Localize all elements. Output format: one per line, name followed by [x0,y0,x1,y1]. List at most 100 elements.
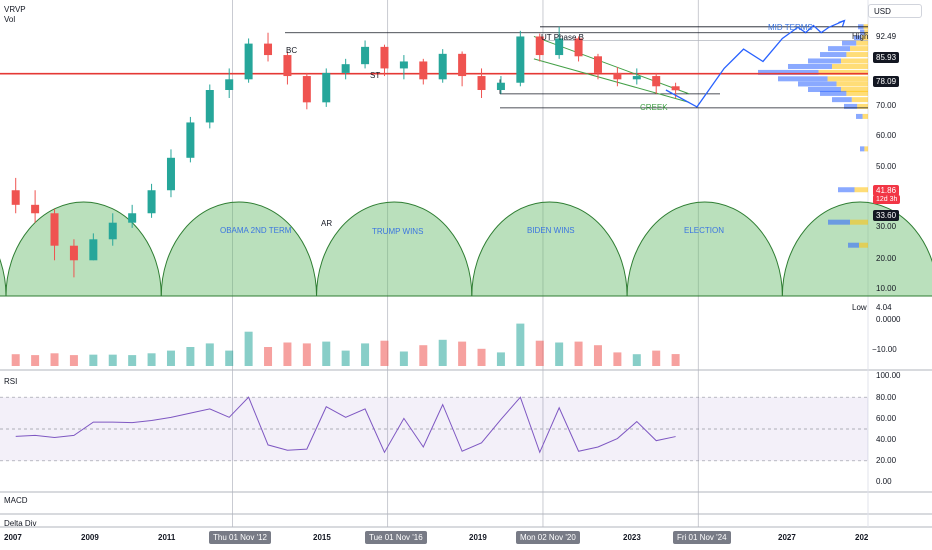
volume-profile-bar [808,58,841,64]
volume-bar [458,341,467,366]
volume-profile-bar [850,46,868,52]
volume-profile-bar [820,90,847,96]
candle-body [302,76,311,103]
price-tick: 20.00 [876,254,897,263]
volume-profile-bar [778,76,828,82]
volume-profile-bar [857,103,868,109]
candle-body [264,43,273,56]
time-tick-highlight: Tue 01 Nov '16 [365,531,427,544]
cycle-arc [0,258,7,297]
volume-bar [322,341,331,366]
rsi-tick: 0.00 [876,477,892,486]
indicator-rsi-label[interactable]: RSI [4,377,18,386]
volume-profile-bar [836,81,868,87]
annotation-mid-terms: MID TERMS [768,23,813,32]
candle-body [574,38,583,57]
rsi-line [15,396,676,454]
volume-bar [302,343,311,366]
volume-profile-bar [860,146,865,152]
rsi-tick: 100.00 [876,371,901,380]
volume-bar [652,350,661,366]
projection-path [665,19,845,108]
candle-body [477,76,486,91]
candle-body [283,55,292,77]
volume-bar [341,350,350,366]
low-price-tag: 4.04 [873,302,895,313]
annotation-biden-wins: BIDEN WINS [527,226,575,235]
volume-profile-bar [854,35,862,41]
volume-profile-bar [788,63,832,69]
resistance-78-tag: 78.09 [873,76,900,87]
annotation-election: ELECTION [684,226,725,235]
candle-body [89,239,98,261]
volume-bar [496,352,505,366]
candle-body [632,76,641,80]
creek-line-bottom [533,58,690,103]
volume-bar [147,353,156,366]
volume-bar [166,350,175,366]
candle-body [186,122,195,158]
time-tick-highlight: Fri 01 Nov '24 [673,531,731,544]
volume-bar [128,355,137,366]
rsi-tick: 60.00 [876,414,897,423]
volume-profile-bar [851,97,868,103]
volume-profile-bar [827,76,868,82]
cycle-arc [160,201,318,297]
annotation-creek: CREEK [640,103,668,112]
time-tick: 2011 [158,533,176,542]
volume-bar [593,345,602,366]
high-price-tag: 92.49 [873,31,900,42]
candle-body [438,53,447,80]
indicator-vol-label[interactable]: Vol [4,15,16,24]
volume-profile-bar [828,219,850,225]
indicator-delta-div-label[interactable]: Delta Div [4,519,37,528]
volume-bar [361,343,370,366]
volume-bar [31,355,40,366]
candle-body [205,90,214,123]
annotation-ut-phase-b: UT Phase B [541,33,584,42]
time-tick-highlight: Thu 01 Nov '12 [209,531,272,544]
volume-bar [574,341,583,366]
volume-profile-bar [818,69,868,75]
candle-body [555,38,564,56]
time-tick: 2019 [469,533,487,542]
cycle-arc [471,201,628,297]
volume-profile-bar [842,40,857,46]
indicator-macd-label[interactable]: MACD [4,496,28,505]
cycle-arc [781,201,932,297]
candle-body [11,190,20,205]
volume-profile-bar [841,58,868,64]
rsi-tick: 20.00 [876,456,897,465]
price-tick: 10.00 [876,284,897,293]
annotation-ar: AR [321,219,333,228]
candle-body [128,213,137,223]
volume-profile-bar [846,52,868,58]
volume-bar [632,354,641,366]
candle-body [108,222,117,240]
volume-tick: −10.00 [872,345,897,354]
currency-selector[interactable]: USD [868,4,922,18]
candle-body [399,61,408,69]
volume-bar [671,354,680,366]
volume-bar [69,355,78,366]
annotation-bc: BC [286,46,298,55]
volume-profile-bar [798,81,837,87]
volume-profile-bar [828,46,850,52]
volume-bar [89,354,98,366]
volume-profile-bar [844,103,858,109]
indicator-vrvp-label[interactable]: VRVP [4,5,26,14]
price-tick: 60.00 [876,131,897,140]
time-tick: 202 [855,533,869,542]
cycle-arc [626,201,783,297]
candle-body [613,72,622,80]
resistance-85-tag: 85.93 [873,52,900,63]
candle-body [341,64,350,73]
volume-bar [535,340,544,366]
volume-bar [225,350,234,366]
candle-body [322,72,331,103]
candle-body [535,36,544,56]
high-label: High [852,32,869,41]
candle-body [31,204,40,214]
